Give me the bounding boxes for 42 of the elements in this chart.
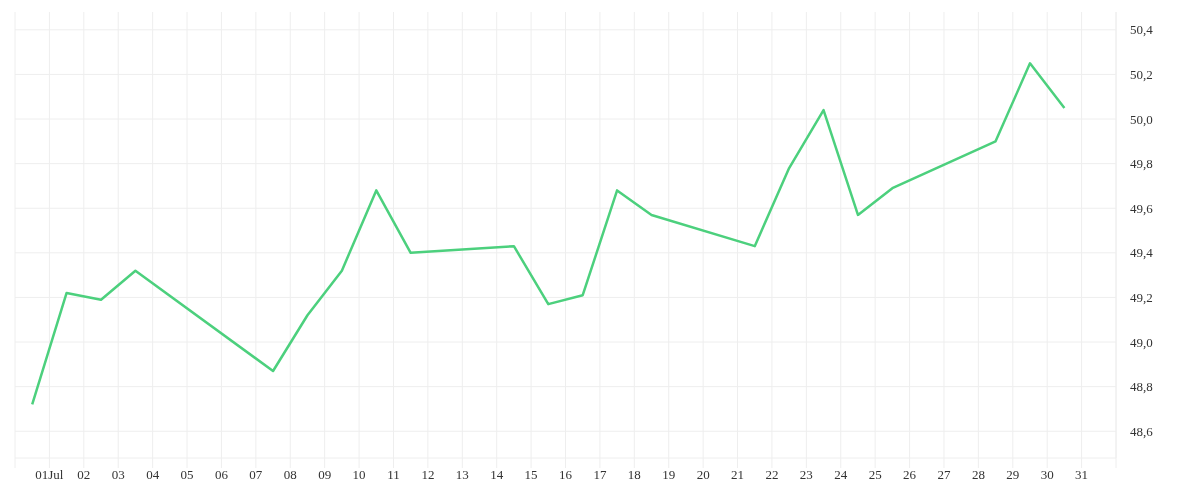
y-tick-label: 50,0 xyxy=(1130,111,1153,127)
x-tick-label: 26 xyxy=(903,467,917,483)
y-tick-label: 48,6 xyxy=(1130,423,1154,439)
x-tick-label: 30 xyxy=(1040,467,1054,483)
x-tick-label: 15 xyxy=(524,467,538,483)
y-tick-label: 49,4 xyxy=(1130,245,1154,261)
x-tick-label: 27 xyxy=(937,467,951,483)
x-tick-label: 31 xyxy=(1075,467,1089,483)
y-tick-label: 48,8 xyxy=(1130,379,1153,395)
line-series xyxy=(30,62,1066,406)
x-tick-label: 12 xyxy=(421,467,435,483)
y-tick-label: 50,4 xyxy=(1130,22,1154,38)
x-tick-label: 14 xyxy=(490,467,504,483)
x-tick-label: 11 xyxy=(387,467,400,483)
x-tick-label: 16 xyxy=(559,467,573,483)
x-tick-label: 09 xyxy=(318,467,332,483)
y-tick-label: 50,2 xyxy=(1130,67,1153,83)
x-tick-label: 17 xyxy=(593,467,607,483)
x-tick-label: 06 xyxy=(214,467,229,483)
y-tick-label: 49,6 xyxy=(1130,200,1154,216)
x-tick-label: 22 xyxy=(765,467,779,483)
y-tick-label: 49,2 xyxy=(1130,290,1153,306)
x-tick-label: 07 xyxy=(249,467,263,483)
y-tick-label: 49,0 xyxy=(1130,334,1153,350)
x-tick-label: 23 xyxy=(799,467,813,483)
x-tick-label: 02 xyxy=(77,467,91,483)
y-tick-label: 49,8 xyxy=(1130,156,1153,172)
x-tick-label: 29 xyxy=(1006,467,1020,483)
x-tick-label: 01Jul xyxy=(35,467,64,483)
x-tick-label: 04 xyxy=(146,467,160,483)
x-tick-label: 20 xyxy=(696,467,710,483)
x-tick-label: 28 xyxy=(971,467,985,483)
x-tick-label: 08 xyxy=(283,467,297,483)
x-tick-label: 21 xyxy=(731,467,745,483)
x-tick-label: 03 xyxy=(111,467,125,483)
x-tick-label: 24 xyxy=(834,467,848,483)
x-tick-label: 13 xyxy=(455,467,469,483)
x-tick-label: 05 xyxy=(180,467,194,483)
x-tick-label: 10 xyxy=(352,467,366,483)
x-tick-label: 18 xyxy=(627,467,641,483)
x-tick-label: 19 xyxy=(662,467,676,483)
x-tick-label: 25 xyxy=(868,467,882,483)
